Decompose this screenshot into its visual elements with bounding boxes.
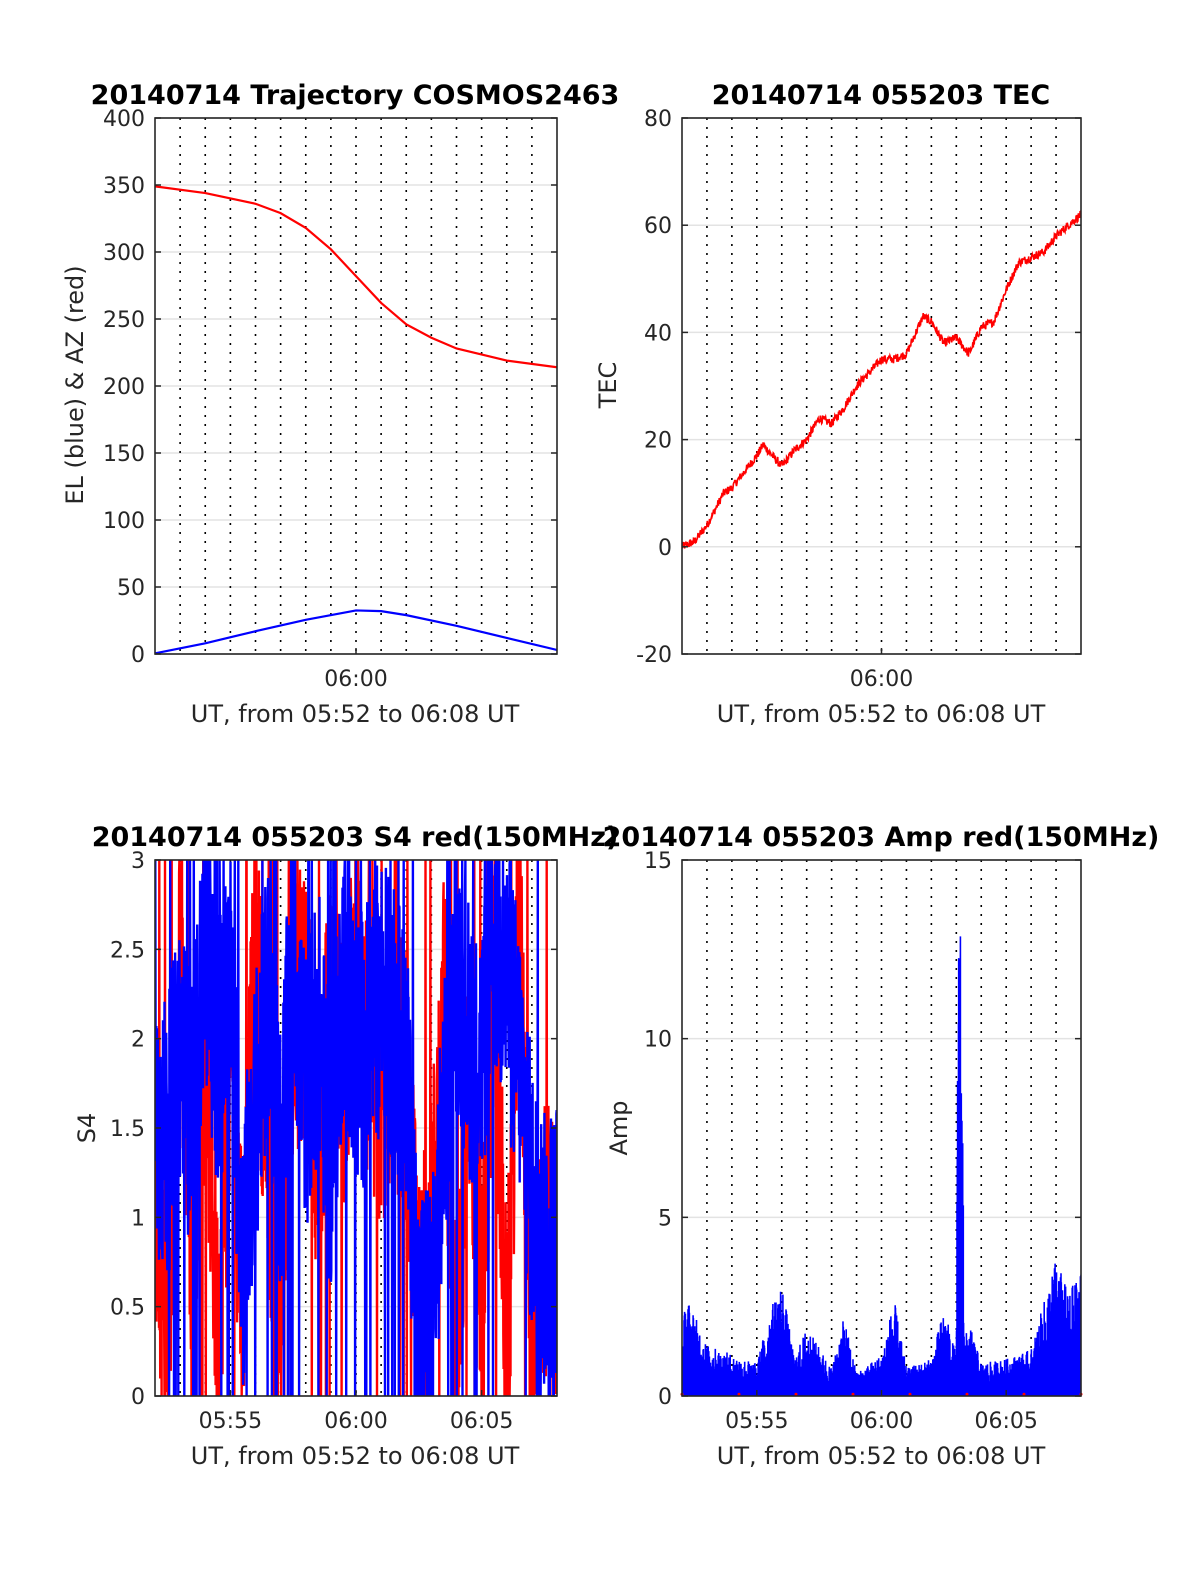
y-tick-label: 350 [103, 174, 145, 199]
x-tick-label: 06:00 [850, 1409, 913, 1434]
series-point [965, 1392, 969, 1396]
y-tick-label: 0 [658, 536, 672, 561]
trajectory-title: 20140714 Trajectory COSMOS2463 [91, 80, 620, 111]
x-tick-label: 05:55 [725, 1409, 788, 1434]
x-tick-label: 06:00 [850, 667, 913, 692]
series-line [682, 210, 1081, 549]
y-tick-label: 2 [131, 1028, 145, 1053]
trajectory-xlabel: UT, from 05:52 to 06:08 UT [191, 700, 520, 728]
y-tick-label: 250 [103, 308, 145, 333]
y-tick-label: 100 [103, 509, 145, 534]
y-tick-label: 60 [644, 214, 672, 239]
series-point [851, 1392, 855, 1396]
y-tick-label: -20 [636, 643, 672, 668]
axes-box [681, 859, 1082, 1397]
y-tick-label: 1.5 [110, 1117, 145, 1142]
y-tick-label: 40 [644, 321, 672, 346]
series-spikes [682, 936, 1081, 1396]
trajectory-ylabel: EL (blue) & AZ (red) [61, 265, 89, 504]
series-point [737, 1392, 741, 1396]
x-tick-label: 06:05 [450, 1409, 513, 1434]
s4-xlabel: UT, from 05:52 to 06:08 UT [191, 1442, 520, 1470]
y-tick-label: 400 [103, 107, 145, 132]
x-tick-label: 06:00 [324, 667, 387, 692]
y-tick-label: 0 [658, 1385, 672, 1410]
y-tick-label: 0 [131, 1385, 145, 1410]
s4-panel: 20140714 055203 S4 red(150MHz) UT, from … [73, 822, 618, 1470]
y-tick-label: 1 [131, 1206, 145, 1231]
y-tick-label: 15 [644, 849, 672, 874]
amp-xlabel: UT, from 05:52 to 06:08 UT [717, 1442, 1046, 1470]
x-tick-label: 06:00 [324, 1409, 387, 1434]
y-tick-label: 50 [117, 576, 145, 601]
x-tick-label: 05:55 [199, 1409, 262, 1434]
series-line [155, 609, 557, 654]
y-tick-label: 2.5 [110, 938, 145, 963]
amp-title: 20140714 055203 Amp red(150MHz) [603, 822, 1160, 853]
amp-ylabel: Amp [605, 1100, 633, 1155]
tec-panel: 20140714 055203 TEC UT, from 05:52 to 06… [594, 80, 1082, 728]
y-tick-label: 10 [644, 1028, 672, 1053]
y-tick-label: 5 [658, 1206, 672, 1231]
y-tick-label: 150 [103, 442, 145, 467]
y-tick-label: 80 [644, 107, 672, 132]
y-tick-label: 0.5 [110, 1296, 145, 1321]
y-tick-label: 3 [131, 849, 145, 874]
x-tick-label: 06:05 [974, 1409, 1037, 1434]
tec-xlabel: UT, from 05:52 to 06:08 UT [717, 700, 1046, 728]
y-tick-label: 200 [103, 375, 145, 400]
tec-ylabel: TEC [594, 362, 622, 410]
series-line [155, 860, 557, 1396]
series-point [794, 1392, 798, 1396]
series-point [1022, 1392, 1026, 1396]
y-tick-label: 20 [644, 429, 672, 454]
s4-title: 20140714 055203 S4 red(150MHz) [92, 822, 619, 853]
series-line [155, 185, 557, 369]
trajectory-panel: 20140714 Trajectory COSMOS2463 UT, from … [61, 80, 619, 728]
tec-title: 20140714 055203 TEC [712, 80, 1051, 111]
amp-panel: 20140714 055203 Amp red(150MHz) UT, from… [603, 822, 1160, 1470]
s4-ylabel: S4 [73, 1113, 101, 1144]
y-tick-label: 0 [131, 643, 145, 668]
axes-box [681, 117, 1082, 655]
series-point [908, 1392, 912, 1396]
y-tick-label: 300 [103, 241, 145, 266]
